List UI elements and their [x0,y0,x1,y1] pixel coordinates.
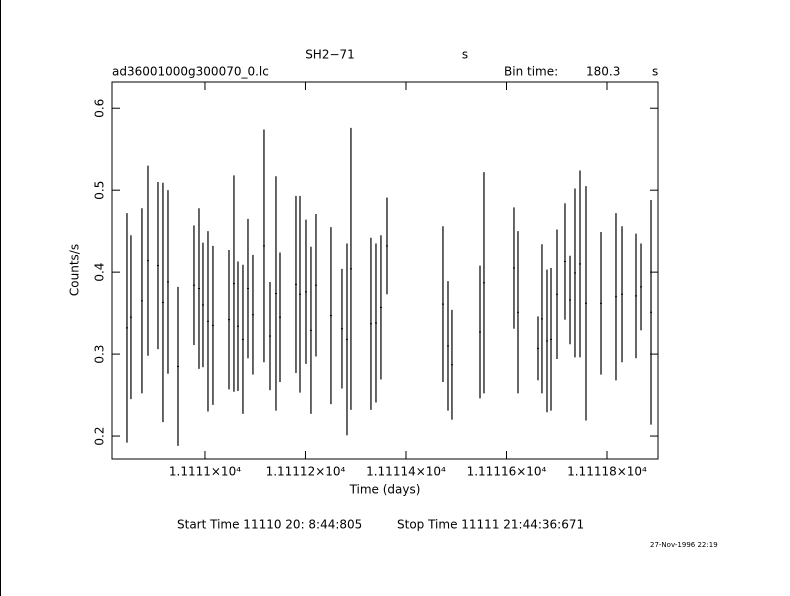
chart-title: SH2−71 [305,48,355,62]
bin-time-label: Bin time: [504,65,558,79]
y-axis-label: Counts/s [68,244,82,296]
x-axis-label: Time (days) [349,483,421,497]
y-tick-label: 0.6 [93,99,107,118]
file-name: ad36001000g300070_0.lc [112,65,269,79]
x-tick-label: 1.11114×10⁴ [366,465,446,479]
y-tick-label: 0.4 [93,263,107,282]
bin-time-unit: s [652,65,658,79]
y-tick-label: 0.3 [93,345,107,364]
title-unit: s [462,48,468,62]
x-tick-label: 1.1111×10⁴ [169,465,241,479]
x-tick-label: 1.11118×10⁴ [567,465,647,479]
start-time: Start Time 11110 20: 8:44:805 [177,518,362,532]
plot-frame [111,81,659,460]
bin-time: 180.3 [586,65,620,79]
date-stamp: 27-Nov-1996 22:19 [650,541,718,549]
x-tick-label: 1.11112×10⁴ [266,465,346,479]
x-tick-label: 1.11116×10⁴ [467,465,547,479]
stop-time: Stop Time 11111 21:44:36:671 [397,518,584,532]
y-tick-label: 0.2 [93,427,107,446]
y-tick-label: 0.5 [93,181,107,200]
